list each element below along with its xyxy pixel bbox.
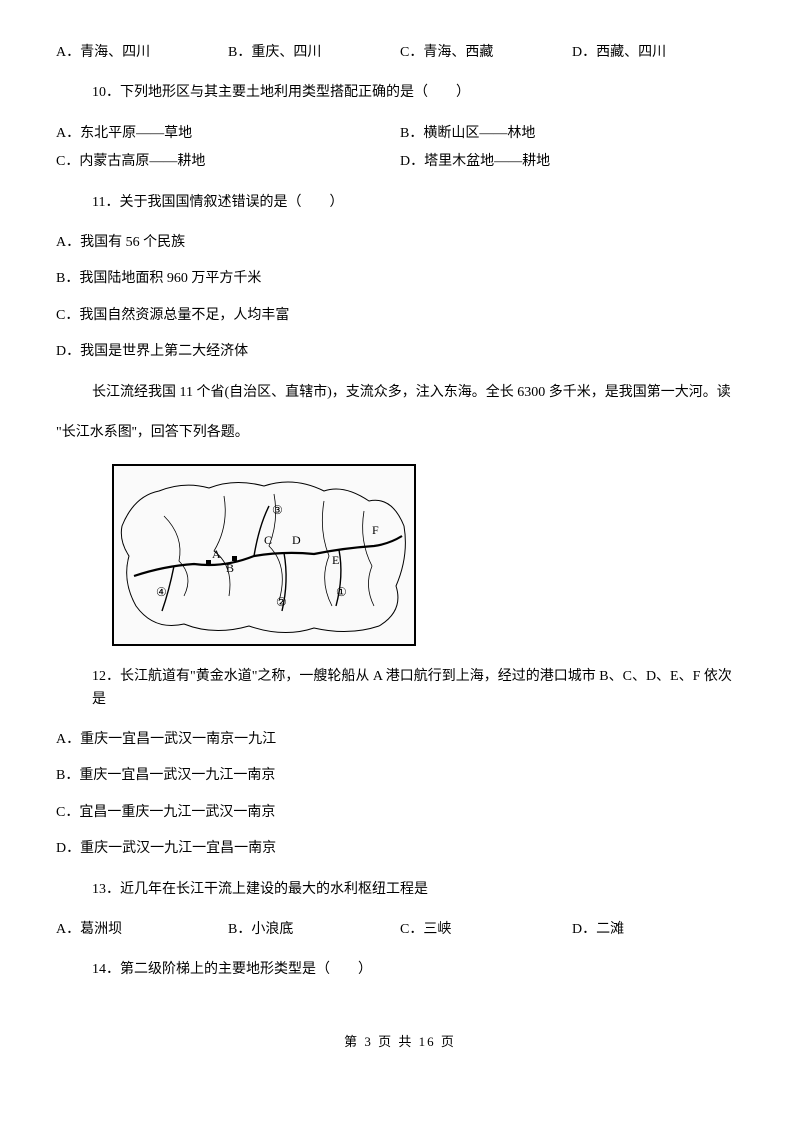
page-footer: 第 3 页 共 16 页 xyxy=(56,1032,744,1053)
map-svg: ③ C D F A B E ④ ② ① xyxy=(114,466,414,644)
map-label-e: E xyxy=(332,553,339,567)
q11-option-d: D．我国是世界上第二大经济体 xyxy=(56,341,744,363)
map-label-d: D xyxy=(292,533,301,547)
q11-option-a: A．我国有 56 个民族 xyxy=(56,232,744,254)
map-line-1 xyxy=(164,516,188,596)
q13-option-d: D．二滩 xyxy=(572,919,744,941)
q13-option-b: B．小浪底 xyxy=(228,919,400,941)
q11-text: 11．关于我国国情叙述错误的是（ ） xyxy=(92,192,744,214)
map-boundary xyxy=(121,482,405,633)
q14-text: 14．第二级阶梯上的主要地形类型是（ ） xyxy=(92,959,744,981)
map-label-4: ④ xyxy=(156,585,167,599)
q10-option-b: B．横断山区——林地 xyxy=(400,123,744,145)
yangtze-map: ③ C D F A B E ④ ② ① xyxy=(112,464,416,646)
q11-option-c: C．我国自然资源总量不足，人均丰富 xyxy=(56,305,744,327)
q9-option-b: B．重庆、四川 xyxy=(228,42,400,64)
q10-option-a: A．东北平原——草地 xyxy=(56,123,400,145)
q12-text: 12．长江航道有"黄金水道"之称，一艘轮船从 A 港口航行到上海，经过的港口城市… xyxy=(92,666,744,711)
passage-line1: 长江流经我国 11 个省(自治区、直辖市)，支流众多，注入东海。全长 6300 … xyxy=(92,385,731,400)
map-line-4 xyxy=(322,501,332,606)
map-label-c: C xyxy=(264,533,272,547)
tributary-3 xyxy=(254,506,269,556)
q12-option-c: C．宜昌一重庆一九江一武汉一南京 xyxy=(56,802,744,824)
q13-option-c: C．三峡 xyxy=(400,919,572,941)
q9-option-a: A．青海、四川 xyxy=(56,42,228,64)
q13-text: 13．近几年在长江干流上建设的最大的水利枢纽工程是 xyxy=(92,879,744,901)
q10-options-row1: A．东北平原——草地 B．横断山区——林地 xyxy=(56,123,744,145)
q12-option-a: A．重庆一宜昌一武汉一南京一九江 xyxy=(56,729,744,751)
q9-option-c: C．青海、西藏 xyxy=(400,42,572,64)
map-label-f: F xyxy=(372,523,379,537)
q9-option-d: D．西藏、四川 xyxy=(572,42,744,64)
passage-line2: "长江水系图''，回答下列各题。 xyxy=(56,422,744,444)
q13-options: A．葛洲坝 B．小浪底 C．三峡 D．二滩 xyxy=(56,919,744,941)
map-label-b: B xyxy=(226,561,234,575)
q10-option-d: D．塔里木盆地——耕地 xyxy=(400,151,744,173)
port-a xyxy=(206,560,211,565)
passage: 长江流经我国 11 个省(自治区、直辖市)，支流众多，注入东海。全长 6300 … xyxy=(92,382,744,404)
map-label-a: A xyxy=(212,547,221,561)
map-label-3: ③ xyxy=(272,503,283,517)
exam-page: A．青海、四川 B．重庆、四川 C．青海、西藏 D．西藏、四川 10．下列地形区… xyxy=(0,0,800,1083)
q10-options-row2: C．内蒙古高原——耕地 D．塔里木盆地——耕地 xyxy=(56,151,744,173)
q12-option-d: D．重庆一武汉一九江一宜昌一南京 xyxy=(56,838,744,860)
q9-options: A．青海、四川 B．重庆、四川 C．青海、西藏 D．西藏、四川 xyxy=(56,42,744,64)
map-label-1: ① xyxy=(336,585,347,599)
q12-option-b: B．重庆一宜昌一武汉一九江一南京 xyxy=(56,765,744,787)
q10-text: 10．下列地形区与其主要土地利用类型搭配正确的是（ ） xyxy=(92,82,744,104)
q10-option-c: C．内蒙古高原——耕地 xyxy=(56,151,400,173)
map-label-2: ② xyxy=(276,595,287,609)
q11-option-b: B．我国陆地面积 960 万平方千米 xyxy=(56,268,744,290)
map-line-2 xyxy=(214,496,230,596)
q13-option-a: A．葛洲坝 xyxy=(56,919,228,941)
